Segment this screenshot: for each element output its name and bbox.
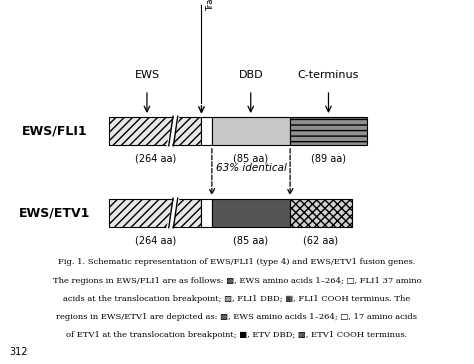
Text: (264 aa): (264 aa)	[135, 154, 176, 164]
Text: of ETV1 at the translocation breakpoint; ■, ETV DBD; ▩, ETV1 COOH terminus.: of ETV1 at the translocation breakpoint;…	[66, 331, 408, 339]
Bar	[212, 117, 290, 145]
Text: Translocation Breakpoint: Translocation Breakpoint	[206, 0, 215, 11]
Bar	[290, 117, 367, 145]
Text: EWS/FLI1: EWS/FLI1	[22, 124, 87, 138]
Bar	[212, 199, 290, 226]
Text: (89 aa): (89 aa)	[311, 154, 346, 164]
Text: regions in EWS/ETV1 are depicted as: ▩, EWS amino acids 1–264; □, 17 amino acids: regions in EWS/ETV1 are depicted as: ▩, …	[56, 313, 418, 321]
Text: EWS: EWS	[134, 70, 160, 80]
Text: (85 aa): (85 aa)	[233, 236, 269, 246]
Bar	[290, 199, 352, 226]
Text: DBD: DBD	[238, 70, 263, 80]
Text: (264 aa): (264 aa)	[135, 236, 176, 246]
Text: EWS/ETV1: EWS/ETV1	[19, 206, 90, 219]
Text: 63% identical: 63% identical	[216, 163, 286, 173]
Text: The regions in EWS/FLI1 are as follows: ▩, EWS amino acids 1–264; □, FLI1 37 ami: The regions in EWS/FLI1 are as follows: …	[53, 277, 421, 285]
Text: (85 aa): (85 aa)	[233, 154, 269, 164]
Text: (62 aa): (62 aa)	[303, 236, 338, 246]
Bar	[201, 117, 212, 145]
Bar	[201, 199, 212, 226]
Text: 312: 312	[9, 347, 28, 357]
Text: C-terminus: C-terminus	[298, 70, 359, 80]
Text: acids at the translocation breakpoint; ▨, FLI1 DBD; ▦, FLI1 COOH terminus. The: acids at the translocation breakpoint; ▨…	[64, 295, 410, 303]
Bar	[109, 117, 201, 145]
Text: Fig. 1. Schematic representation of EWS/FLI1 (type 4) and EWS/ETV1 fusion genes.: Fig. 1. Schematic representation of EWS/…	[58, 258, 416, 266]
Bar	[109, 199, 201, 226]
